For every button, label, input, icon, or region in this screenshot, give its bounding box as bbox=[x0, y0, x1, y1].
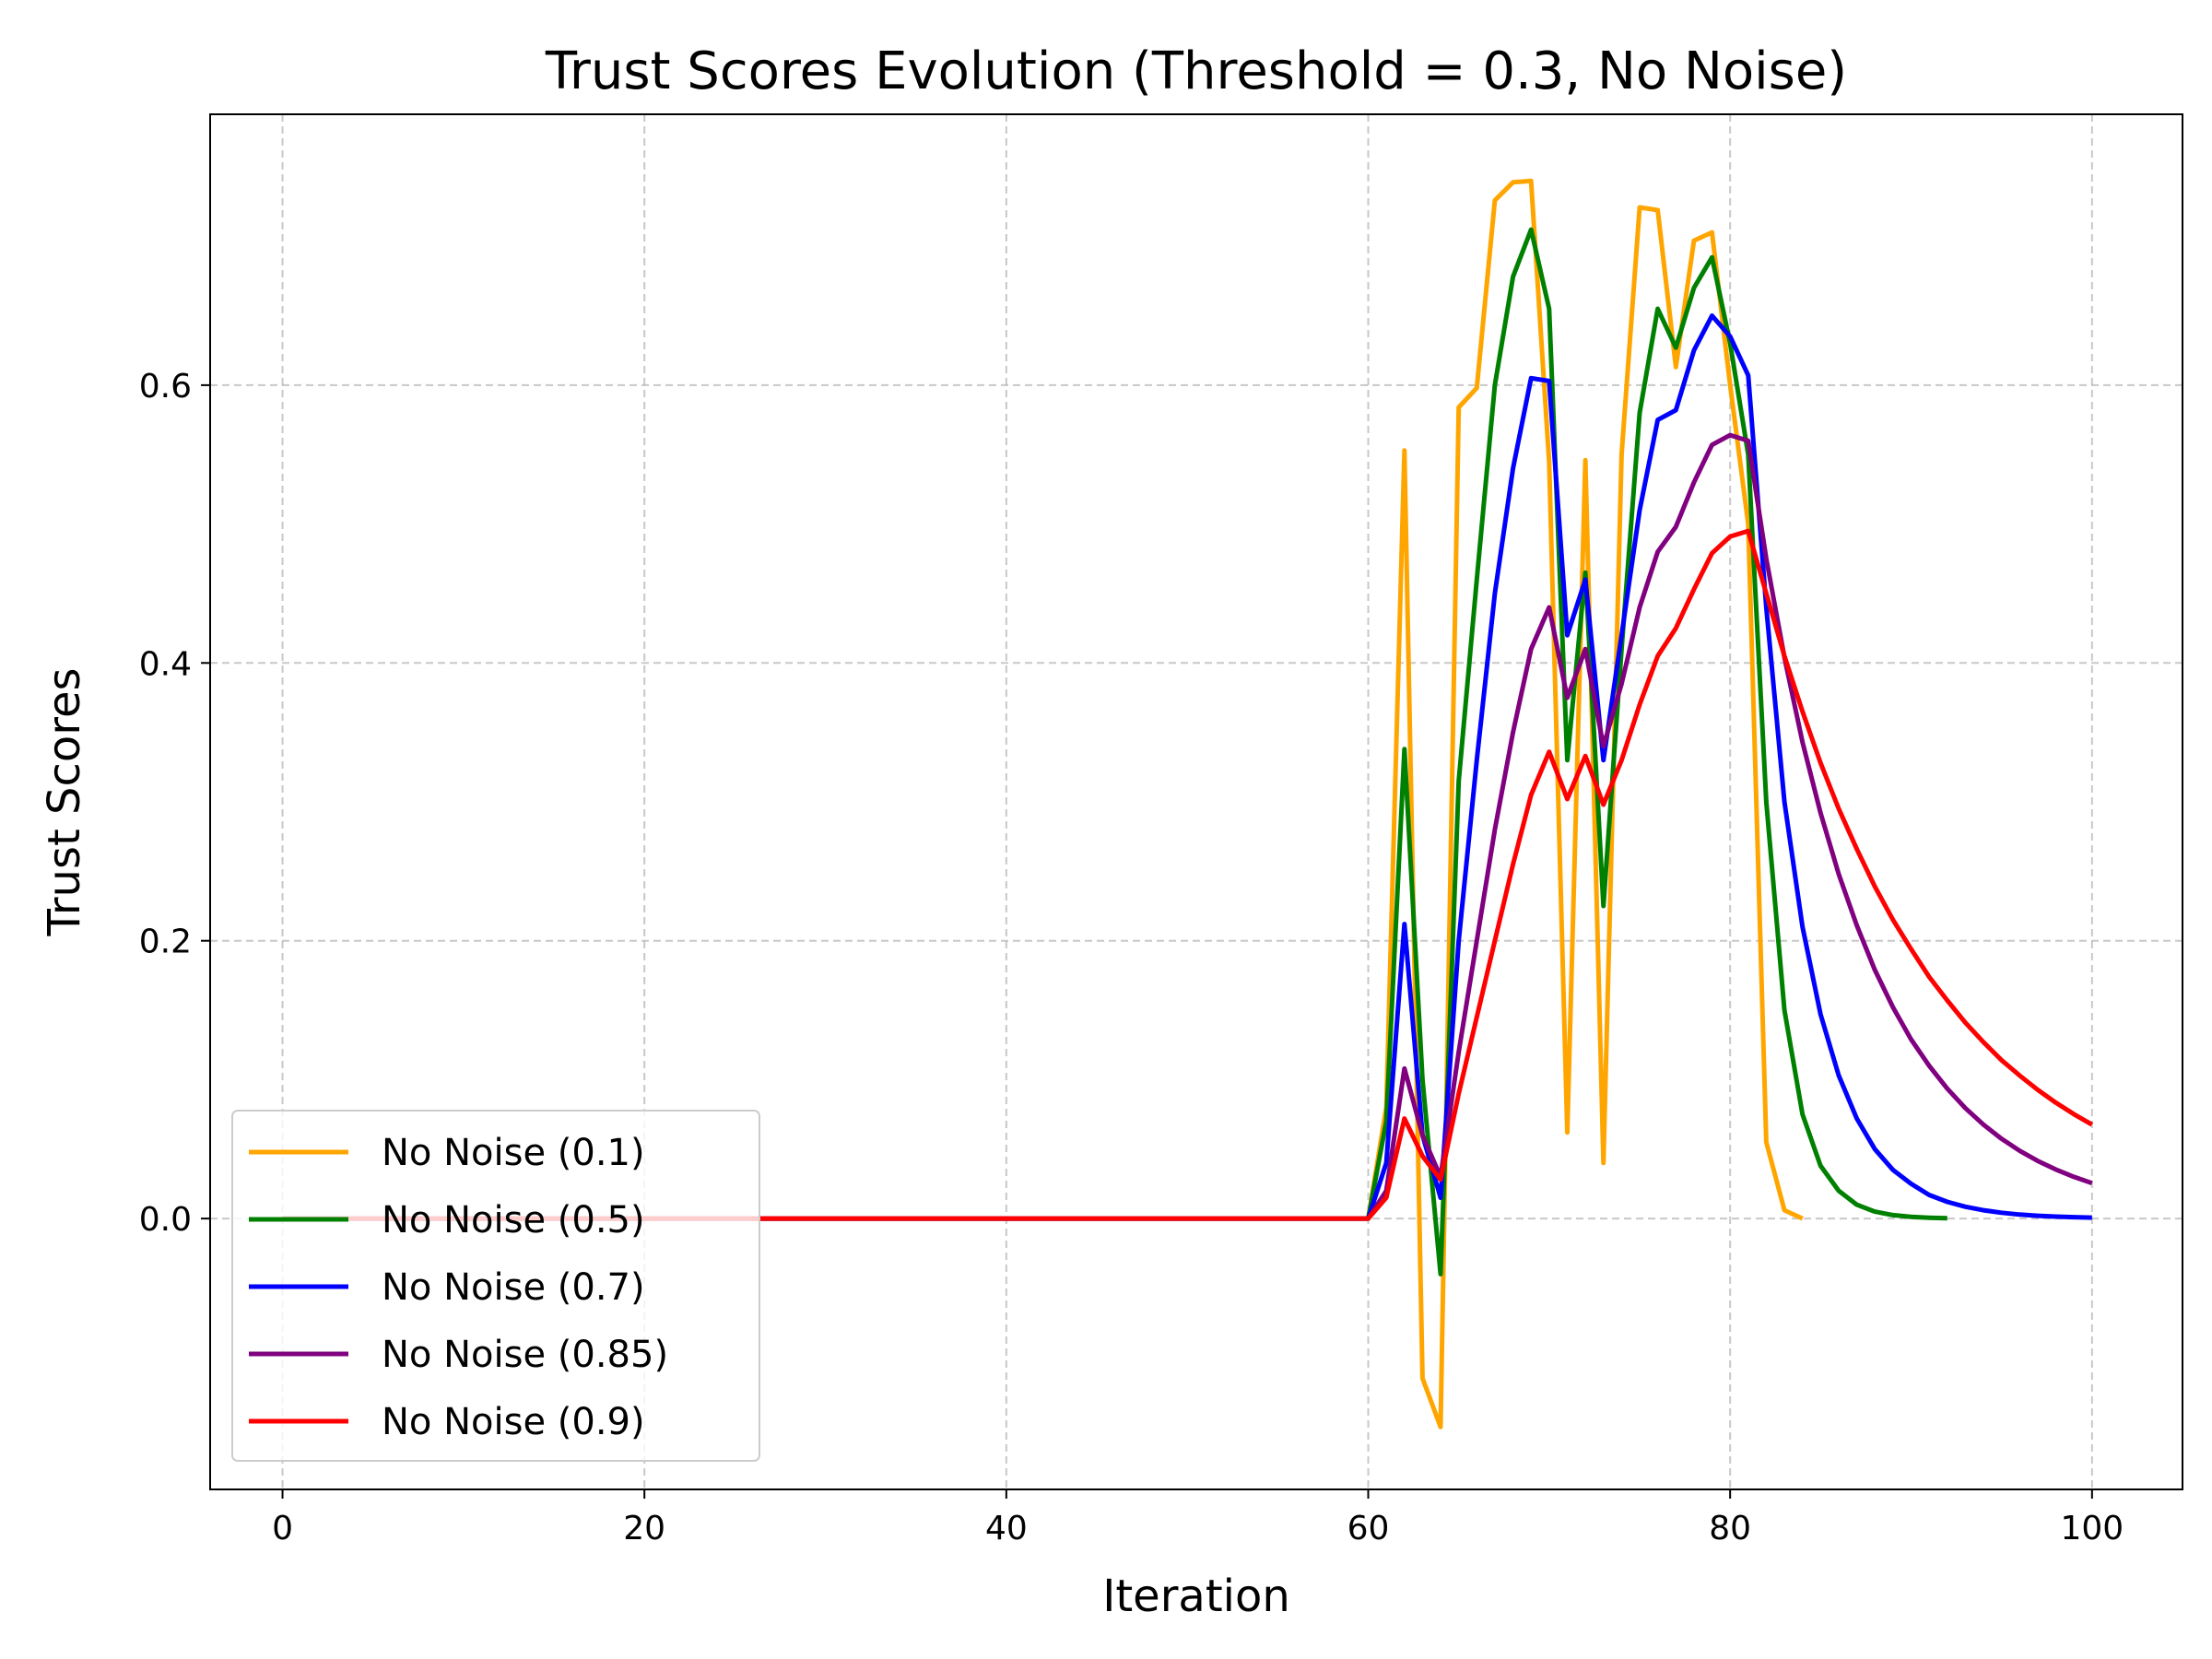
chart-title: Trust Scores Evolution (Threshold = 0.3,… bbox=[545, 41, 1847, 101]
series-line-1 bbox=[282, 178, 1804, 1430]
y-axis-label: Trust Scores bbox=[39, 668, 90, 937]
legend-label-5: No Noise (0.9) bbox=[382, 1401, 645, 1443]
x-tick-label: 100 bbox=[2060, 1510, 2124, 1547]
y-axis: 0.0 0.2 0.4 0.6 bbox=[139, 368, 210, 1239]
series-line-5 bbox=[282, 528, 2094, 1221]
y-tick-label: 0.0 bbox=[139, 1201, 192, 1239]
x-axis-label: Iteration bbox=[1102, 1571, 1290, 1622]
series-line-2 bbox=[282, 227, 1947, 1277]
legend-label-2: No Noise (0.5) bbox=[382, 1199, 645, 1241]
x-tick-label: 20 bbox=[623, 1510, 665, 1547]
x-tick-label: 40 bbox=[985, 1510, 1028, 1547]
x-tick-label: 80 bbox=[1709, 1510, 1751, 1547]
legend-label-3: No Noise (0.7) bbox=[382, 1266, 645, 1309]
series-layer bbox=[282, 178, 2094, 1430]
y-tick-label: 0.2 bbox=[139, 924, 192, 961]
y-tick-label: 0.4 bbox=[139, 645, 192, 683]
series-line-4 bbox=[282, 432, 2093, 1221]
legend-label-4: No Noise (0.85) bbox=[382, 1334, 668, 1376]
x-tick-label: 0 bbox=[272, 1510, 293, 1547]
plot-frame bbox=[209, 113, 2183, 1490]
x-tick-label: 60 bbox=[1347, 1510, 1390, 1547]
legend-label-1: No Noise (0.1) bbox=[382, 1132, 645, 1174]
series-line-3 bbox=[282, 313, 2092, 1221]
legend-frame bbox=[231, 1110, 760, 1462]
legend: No Noise (0.1) No Noise (0.5) No Noise (0.… bbox=[231, 1110, 760, 1462]
y-tick-label: 0.6 bbox=[139, 368, 192, 406]
x-axis: 0 20 40 60 80 100 bbox=[272, 1489, 2124, 1547]
